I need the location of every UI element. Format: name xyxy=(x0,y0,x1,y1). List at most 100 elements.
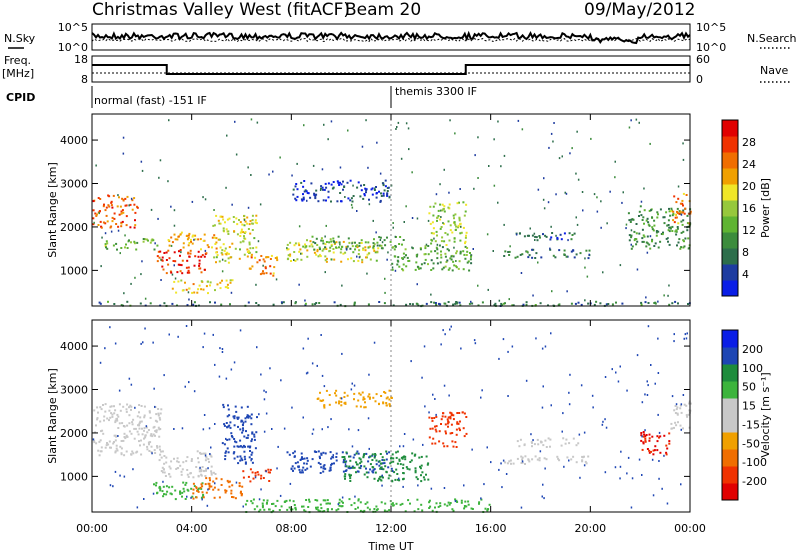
power-cell xyxy=(189,249,192,252)
power-cell xyxy=(215,241,218,244)
power-cell xyxy=(167,239,170,241)
velocity-cell xyxy=(302,466,305,469)
velocity-cell xyxy=(349,455,352,458)
power-cell xyxy=(386,192,389,195)
velocity-cell xyxy=(180,473,183,476)
velocity-cell xyxy=(684,333,687,336)
power-cell xyxy=(120,304,123,307)
velocity-cell xyxy=(306,459,309,462)
power-cell xyxy=(215,256,218,259)
power-cell xyxy=(445,261,448,263)
velocity-cell xyxy=(335,452,338,455)
power-cell xyxy=(428,212,431,215)
power-cell xyxy=(258,259,261,262)
nave-tick-top: 60 xyxy=(696,53,710,66)
velocity-cell xyxy=(644,437,647,440)
power-cell xyxy=(564,191,566,194)
velocity-cell xyxy=(189,472,192,475)
velocity-cell xyxy=(134,427,137,430)
power-cell xyxy=(345,248,348,251)
velocity-cell xyxy=(516,440,519,443)
power-cell xyxy=(358,249,361,252)
velocity-cell xyxy=(668,440,671,443)
power-cell xyxy=(360,239,363,242)
power-cell xyxy=(95,214,98,217)
power-cell xyxy=(323,123,325,126)
velocity-cell xyxy=(385,450,388,453)
power-cell xyxy=(191,235,194,238)
power-cell xyxy=(198,284,201,287)
velocity-cell xyxy=(225,450,228,453)
power-cell xyxy=(668,303,671,306)
power-cell xyxy=(328,250,331,253)
power-cell xyxy=(430,242,433,245)
velocity-cell xyxy=(239,439,242,442)
power-cell xyxy=(647,302,650,304)
power-cell xyxy=(455,265,457,268)
power-cell xyxy=(311,303,314,306)
power-cell xyxy=(607,303,610,305)
power-cell xyxy=(668,226,671,229)
velocity-cell xyxy=(568,391,570,394)
velocity-cell xyxy=(646,448,649,450)
power-cell xyxy=(287,248,290,251)
velocity-cell xyxy=(250,423,253,426)
velocity-cell xyxy=(302,347,305,350)
power-cell xyxy=(104,244,107,247)
cpid-mode-themis: themis 3300 IF xyxy=(395,85,477,98)
power-cell xyxy=(93,221,95,224)
power-cell xyxy=(262,270,264,273)
velocity-cell xyxy=(646,380,648,383)
power-cell xyxy=(213,236,216,239)
velocity-cell xyxy=(626,472,628,475)
velocity-cell xyxy=(457,422,460,425)
velocity-cell xyxy=(233,451,236,454)
power-cell xyxy=(381,247,384,250)
power-cell xyxy=(180,231,183,234)
power-cell xyxy=(117,194,119,197)
velocity-cell xyxy=(581,456,584,459)
power-cell xyxy=(477,284,479,287)
velocity-cell xyxy=(329,466,332,469)
power-cell xyxy=(609,190,611,193)
power-cell xyxy=(330,243,333,246)
velocity-cell xyxy=(431,509,434,512)
velocity-cell xyxy=(300,452,303,455)
power-cell xyxy=(635,243,638,246)
power-cell xyxy=(370,188,373,191)
power-cell xyxy=(315,253,318,256)
velocity-cell xyxy=(641,401,644,404)
power-cell xyxy=(243,214,246,217)
velocity-cell xyxy=(389,405,392,408)
power-cell xyxy=(167,180,169,183)
power-colorbar-swatch xyxy=(722,280,738,297)
power-cell xyxy=(173,224,176,227)
power-cell xyxy=(648,209,651,212)
velocity-cell xyxy=(210,485,213,488)
power-cell xyxy=(454,213,457,216)
power-cell xyxy=(304,299,306,302)
velocity-cell xyxy=(240,420,243,423)
power-cell xyxy=(453,246,455,249)
velocity-cell xyxy=(99,361,102,364)
power-cell xyxy=(356,255,358,258)
velocity-cell xyxy=(238,482,241,485)
velocity-cell xyxy=(459,420,461,423)
power-cell xyxy=(322,188,324,191)
power-cell xyxy=(672,210,675,213)
velocity-cell xyxy=(165,456,168,459)
velocity-cell xyxy=(137,424,139,427)
power-cell xyxy=(202,196,204,199)
power-cell xyxy=(316,244,319,246)
power-cell xyxy=(168,244,171,247)
nsky-tick-top: 10^5 xyxy=(58,21,88,34)
velocity-cell xyxy=(410,459,413,462)
velocity-cell xyxy=(504,461,507,464)
velocity-cell xyxy=(174,498,177,501)
power-cell xyxy=(282,301,285,304)
velocity-cell xyxy=(427,462,430,465)
power-cell xyxy=(436,262,439,265)
power-cell xyxy=(392,226,394,229)
power-cell xyxy=(347,258,349,261)
power-cell xyxy=(452,214,455,217)
